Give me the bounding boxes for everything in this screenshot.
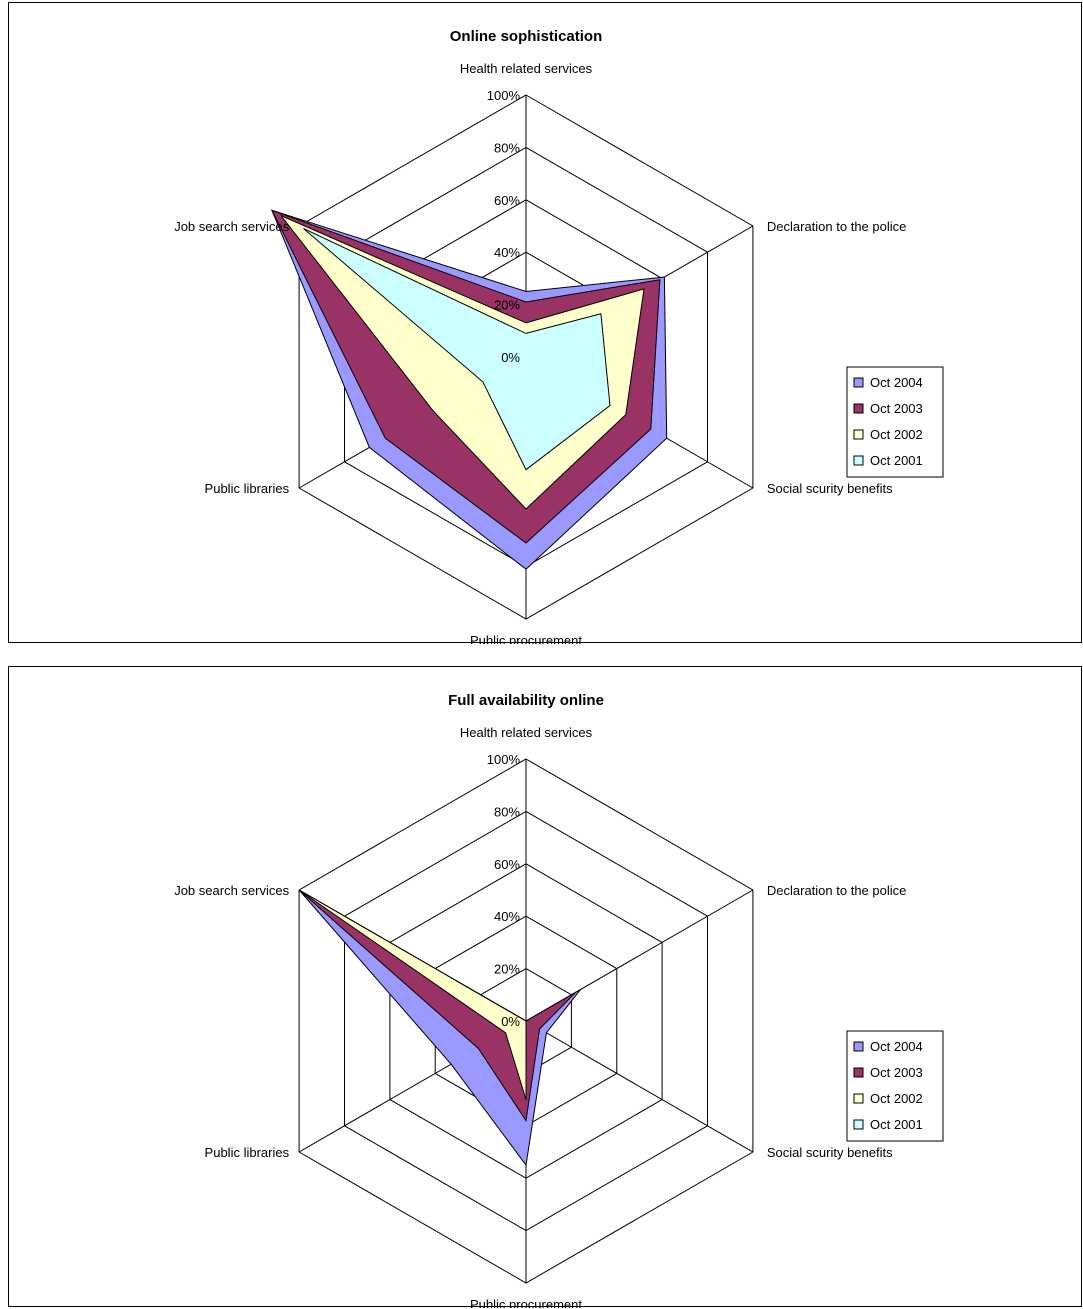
radar-chart-svg: Online sophistication 0% 20% 40% 60% 80% 100% H…	[174, 28, 944, 644]
radial-tick-label: 0%	[501, 350, 520, 365]
radar-chart-full-availability: Full availability online 0% 20% 40% 60% 80% 10…	[8, 666, 1082, 1308]
category-label: Health related services	[460, 725, 593, 740]
axis-spoke	[525, 1020, 754, 1153]
category-label: Job search services	[174, 219, 289, 234]
series-area-oct-2002	[298, 889, 527, 1100]
radial-tick-label: 60%	[494, 193, 520, 208]
radial-tick-label: 20%	[494, 962, 520, 977]
legend-swatch	[853, 377, 864, 388]
radial-tick-label: 80%	[494, 804, 520, 819]
legend-label: Oct 2002	[870, 427, 923, 442]
category-label: Public procurement	[470, 1297, 582, 1308]
chart-title: Online sophistication	[450, 28, 603, 45]
legend-swatch	[853, 1119, 864, 1130]
radial-tick-label: 40%	[494, 245, 520, 260]
category-label: Social scurity benefits	[767, 1145, 893, 1160]
legend-label: Oct 2004	[870, 1039, 923, 1054]
category-label: Public procurement	[470, 633, 582, 644]
radar-chart-svg: Full availability online 0% 20% 40% 60% 80% 10…	[174, 692, 944, 1308]
legend-label: Oct 2002	[870, 1091, 923, 1106]
category-label: Job search services	[174, 883, 289, 898]
chart-title: Full availability online	[448, 692, 604, 709]
radial-tick-label: 100%	[487, 88, 521, 103]
legend-swatch	[853, 1067, 864, 1078]
legend-label: Oct 2003	[870, 401, 923, 416]
legend-swatch	[853, 429, 864, 440]
radial-tick-label: 60%	[494, 857, 520, 872]
category-label: Social scurity benefits	[767, 481, 893, 496]
series-area-oct-2001	[303, 228, 611, 471]
legend-label: Oct 2001	[870, 1117, 923, 1132]
category-label: Public libraries	[205, 1145, 290, 1160]
category-label: Public libraries	[205, 481, 290, 496]
legend-swatch	[853, 1093, 864, 1104]
legend-swatch	[853, 1041, 864, 1052]
radial-tick-label: 100%	[487, 752, 521, 767]
radar-chart-online-sophistication: Online sophistication 0% 20% 40% 60% 80% 100% H…	[8, 2, 1082, 644]
category-label: Health related services	[460, 61, 593, 76]
legend-label: Oct 2003	[870, 1065, 923, 1080]
radial-tick-label: 0%	[501, 1014, 520, 1029]
legend-label: Oct 2004	[870, 375, 923, 390]
radial-tick-label: 20%	[494, 298, 520, 313]
legend-label: Oct 2001	[870, 453, 923, 468]
radial-tick-label: 80%	[494, 140, 520, 155]
category-label: Declaration to the police	[767, 219, 906, 234]
category-label: Declaration to the police	[767, 883, 906, 898]
series-area-oct-2001	[455, 979, 527, 1022]
legend-swatch	[853, 455, 864, 466]
legend-swatch	[853, 403, 864, 414]
radial-tick-label: 40%	[494, 909, 520, 924]
